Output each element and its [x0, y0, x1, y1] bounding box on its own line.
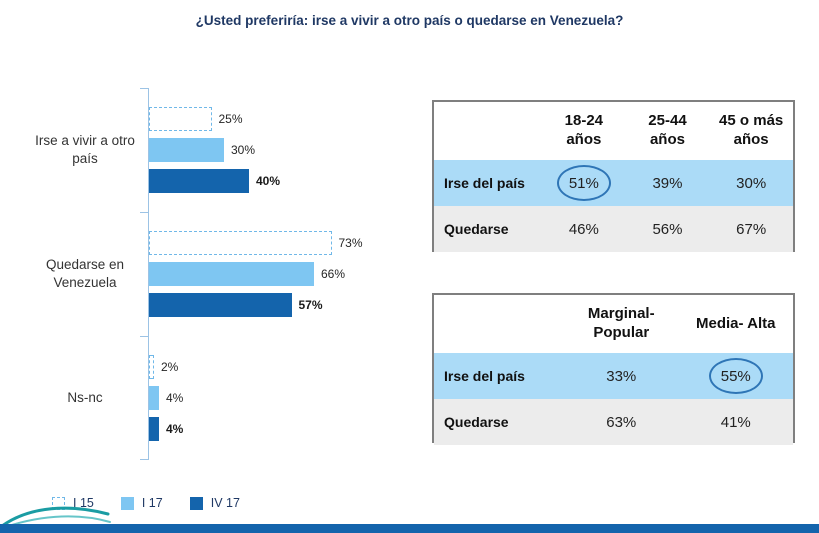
bar-value-label: 73%: [338, 236, 363, 250]
value-cell: 39%: [625, 160, 710, 206]
bar-value-label: 4%: [166, 391, 184, 405]
legend-item: I 15: [52, 496, 94, 510]
bar-i15-cat1: [149, 231, 332, 255]
bar-group: Irse a vivir a otro país 25% 30% 40%: [28, 88, 428, 212]
bar-iv17-cat1: [149, 293, 292, 317]
legend-item: I 17: [120, 496, 163, 510]
bar-row: 2%: [149, 355, 183, 379]
bar-chart: Irse a vivir a otro país 25% 30% 40% Quedars…: [28, 88, 428, 460]
bar-value-label: 2%: [161, 360, 179, 374]
axis-tick: [140, 212, 149, 213]
value-cell: 55%: [678, 353, 793, 399]
value-cell: 33%: [564, 353, 679, 399]
bar-group: Quedarse en Venezuela 73% 66% 57%: [28, 212, 428, 336]
axis-tick: [140, 459, 149, 460]
value-cell: 51%: [542, 160, 626, 206]
bar-row: 4%: [149, 386, 183, 410]
y-axis-line: [148, 88, 149, 460]
axis-tick: [140, 336, 149, 337]
bar-row: 66%: [149, 262, 363, 286]
bar-i17-cat2: [149, 386, 159, 410]
bar-groups: Irse a vivir a otro país 25% 30% 40% Quedars…: [28, 88, 428, 460]
category-label: Ns-nc: [67, 389, 103, 405]
bar-stack: 73% 66% 57%: [149, 212, 363, 336]
table-row: Irse del país 51% 39% 30%: [434, 160, 793, 206]
table-row: Quedarse 46% 56% 67%: [434, 206, 793, 252]
bar-row: 73%: [149, 231, 363, 255]
table-age: 18-24 años 25-44 años 45 o más años Irse de…: [432, 100, 795, 252]
category-label: Irse a vivir a otro país: [35, 132, 135, 166]
bar-row: 4%: [149, 417, 183, 441]
value-cell: 67%: [709, 206, 793, 252]
bar-stack: 25% 30% 40%: [149, 88, 280, 212]
bar-iv17-cat0: [149, 169, 249, 193]
highlight-circle: 55%: [708, 358, 763, 394]
bar-row: 57%: [149, 293, 363, 317]
column-header: Marginal-Popular: [587, 305, 655, 341]
bar-value-label: 57%: [298, 298, 323, 312]
column-header: [434, 295, 564, 353]
table-class: Marginal-Popular Media- Alta Irse del país…: [432, 293, 795, 445]
table-class-table: Marginal-Popular Media- Alta Irse del país…: [434, 295, 793, 445]
table-age-table: 18-24 años 25-44 años 45 o más años Irse de…: [434, 102, 793, 252]
legend-label: I 17: [141, 496, 163, 510]
column-header: 18-24 años: [564, 112, 604, 148]
row-label: Irse del país: [434, 160, 542, 206]
column-header: [434, 102, 542, 160]
highlight-circle: 51%: [556, 165, 611, 201]
bar-value-label: 40%: [256, 174, 281, 188]
bar-i15-cat2: [149, 355, 154, 379]
bar-value-label: 66%: [321, 267, 346, 281]
bar-i17-cat0: [149, 138, 224, 162]
legend-label: IV 17: [210, 496, 240, 510]
value-cell: 41%: [678, 399, 793, 445]
table-row: Quedarse 63% 41%: [434, 399, 793, 445]
bar-iv17-cat2: [149, 417, 159, 441]
table-row: Irse del país 33% 55%: [434, 353, 793, 399]
value-cell: 63%: [564, 399, 679, 445]
column-header: Media- Alta: [696, 314, 776, 332]
table-header-row: 18-24 años 25-44 años 45 o más años: [434, 102, 793, 160]
row-label: Quedarse: [434, 206, 542, 252]
value-cell: 30%: [709, 160, 793, 206]
legend-label: I 15: [73, 496, 94, 510]
bar-group: Ns-nc 2% 4% 4%: [28, 336, 428, 460]
bar-stack: 2% 4% 4%: [149, 336, 183, 460]
chart-title: ¿Usted preferiría: irse a vivir a otro p…: [195, 13, 624, 28]
axis-tick: [140, 88, 149, 89]
legend-swatch-iv17: [189, 496, 203, 510]
legend: I 15 I 17 IV 17: [52, 496, 267, 510]
bar-value-label: 25%: [218, 112, 243, 126]
column-header: 45 o más años: [719, 112, 784, 148]
legend-swatch-i17: [120, 496, 134, 510]
bar-value-label: 4%: [166, 422, 184, 436]
bar-i17-cat1: [149, 262, 314, 286]
bar-row: 40%: [149, 169, 280, 193]
bar-row: 30%: [149, 138, 280, 162]
bar-value-label: 30%: [231, 143, 256, 157]
bottom-bar: [0, 524, 819, 533]
category-label: Quedarse en Venezuela: [45, 256, 125, 290]
row-label: Irse del país: [434, 353, 564, 399]
legend-item: IV 17: [189, 496, 240, 510]
column-header: 25-44 años: [648, 112, 687, 148]
table-header-row: Marginal-Popular Media- Alta: [434, 295, 793, 353]
value-cell: 46%: [542, 206, 626, 252]
bar-row: 25%: [149, 107, 280, 131]
row-label: Quedarse: [434, 399, 564, 445]
bar-i15-cat0: [149, 107, 212, 131]
value-cell: 56%: [625, 206, 710, 252]
